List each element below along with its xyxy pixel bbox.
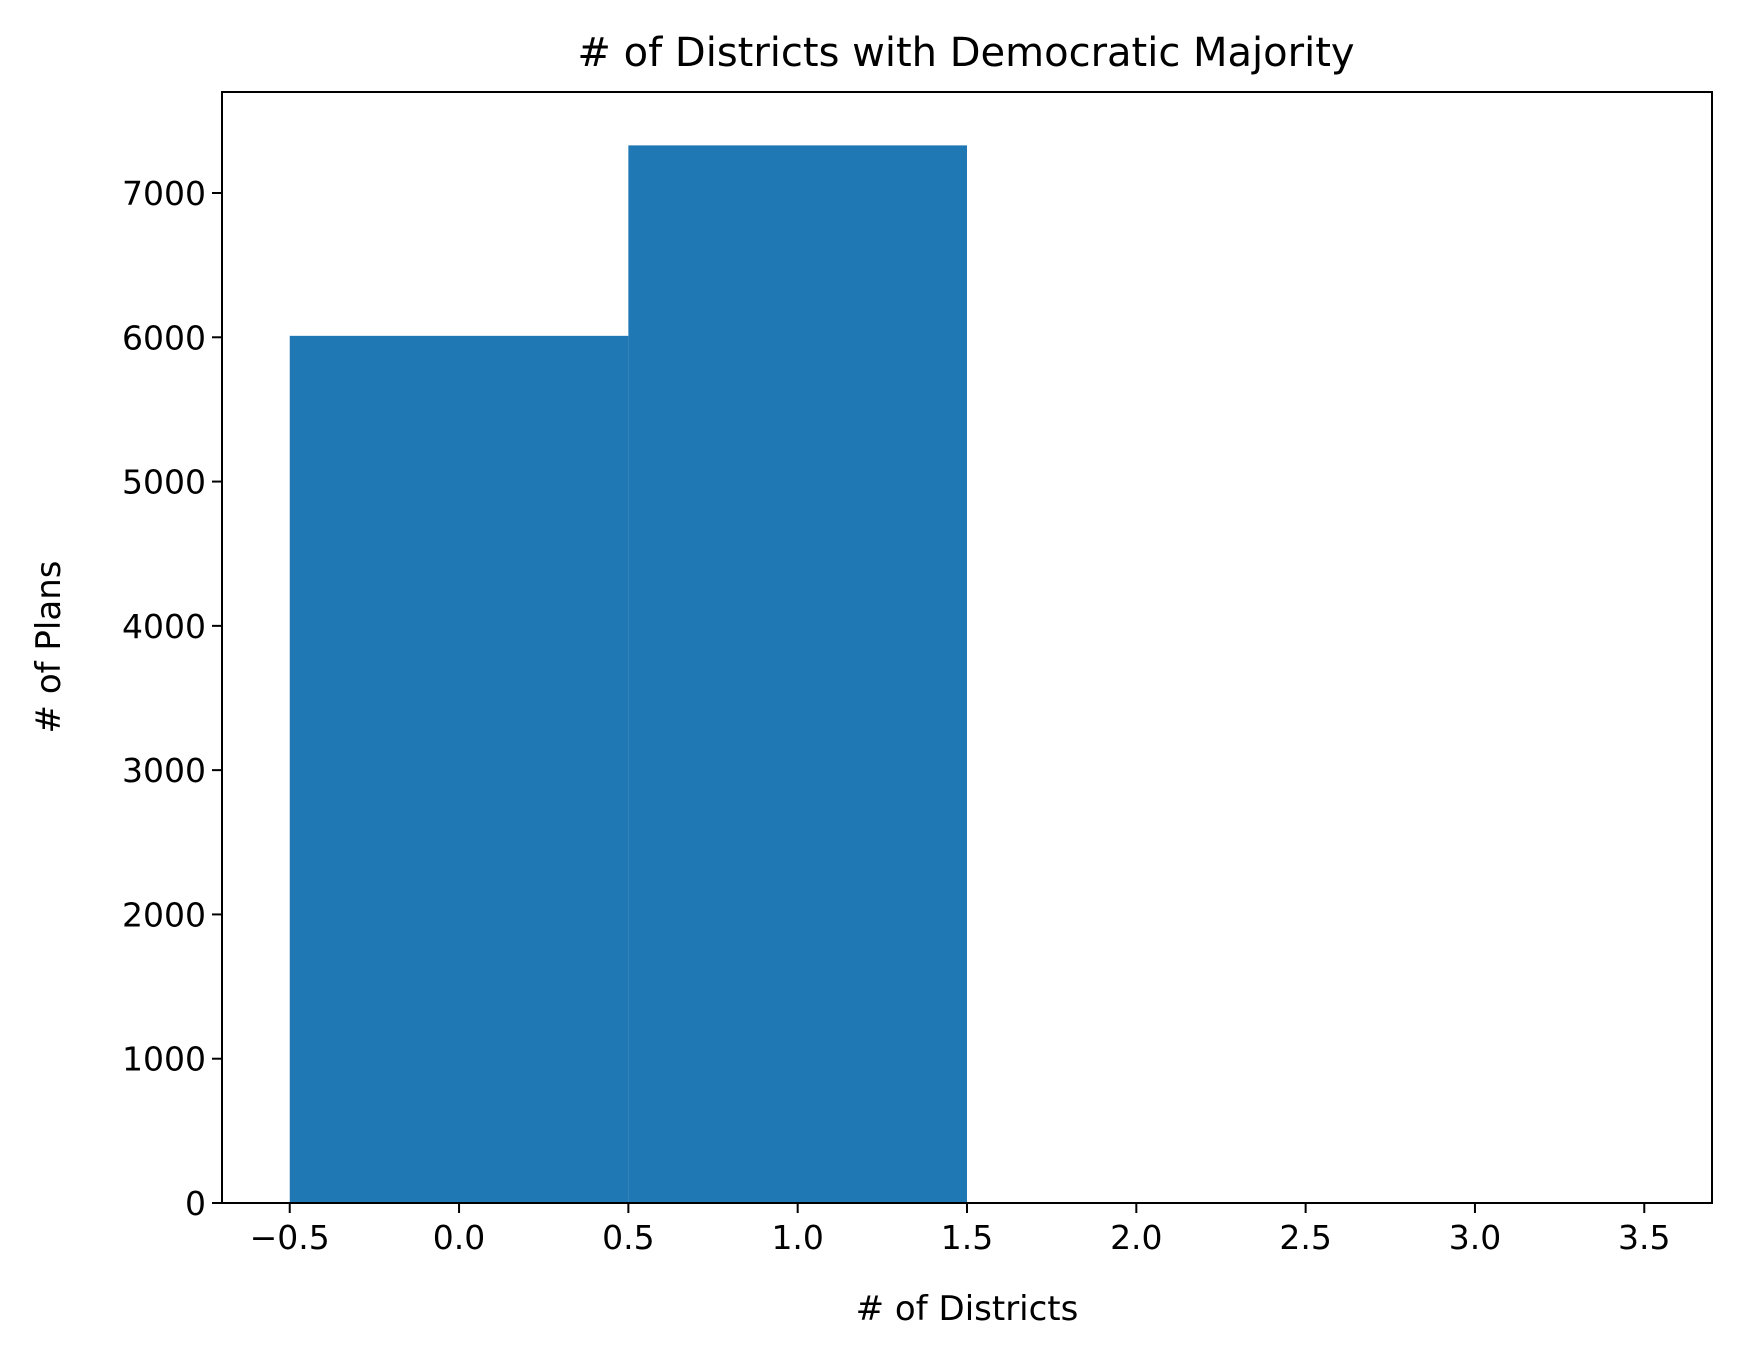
x-tick-label: 3.5 bbox=[1618, 1218, 1670, 1257]
x-tick-label: 2.0 bbox=[1110, 1218, 1162, 1257]
x-tick-label: 1.5 bbox=[941, 1218, 993, 1257]
histogram-bar-1 bbox=[628, 145, 967, 1203]
y-tick-label: 7000 bbox=[122, 174, 206, 213]
x-tick-label: 1.0 bbox=[771, 1218, 823, 1257]
x-tick-label: −0.5 bbox=[250, 1218, 330, 1257]
y-tick-label: 6000 bbox=[122, 318, 206, 357]
y-tick-label: 0 bbox=[185, 1184, 206, 1223]
y-axis-label: # of Plans bbox=[29, 561, 69, 734]
x-tick-label: 0.5 bbox=[602, 1218, 654, 1257]
x-axis-ticks: −0.5 0.0 0.5 1.0 1.5 2.0 2.5 3.0 3.5 bbox=[250, 1203, 1671, 1257]
x-tick-label: 0.0 bbox=[433, 1218, 485, 1257]
y-tick-label: 1000 bbox=[122, 1040, 206, 1079]
y-axis-ticks: 0 1000 2000 3000 4000 5000 6000 7000 bbox=[122, 174, 222, 1223]
y-tick-label: 3000 bbox=[122, 751, 206, 790]
y-tick-label: 5000 bbox=[122, 463, 206, 502]
histogram-bar-0 bbox=[289, 335, 629, 1203]
x-tick-label: 3.0 bbox=[1449, 1218, 1501, 1257]
y-tick-label: 4000 bbox=[122, 607, 206, 646]
x-tick-label: 2.5 bbox=[1279, 1218, 1331, 1257]
x-axis-label: # of Districts bbox=[856, 1289, 1079, 1329]
bars-layer bbox=[289, 145, 967, 1203]
chart-title: # of Districts with Democratic Majority bbox=[577, 30, 1354, 76]
y-tick-label: 2000 bbox=[122, 895, 206, 934]
